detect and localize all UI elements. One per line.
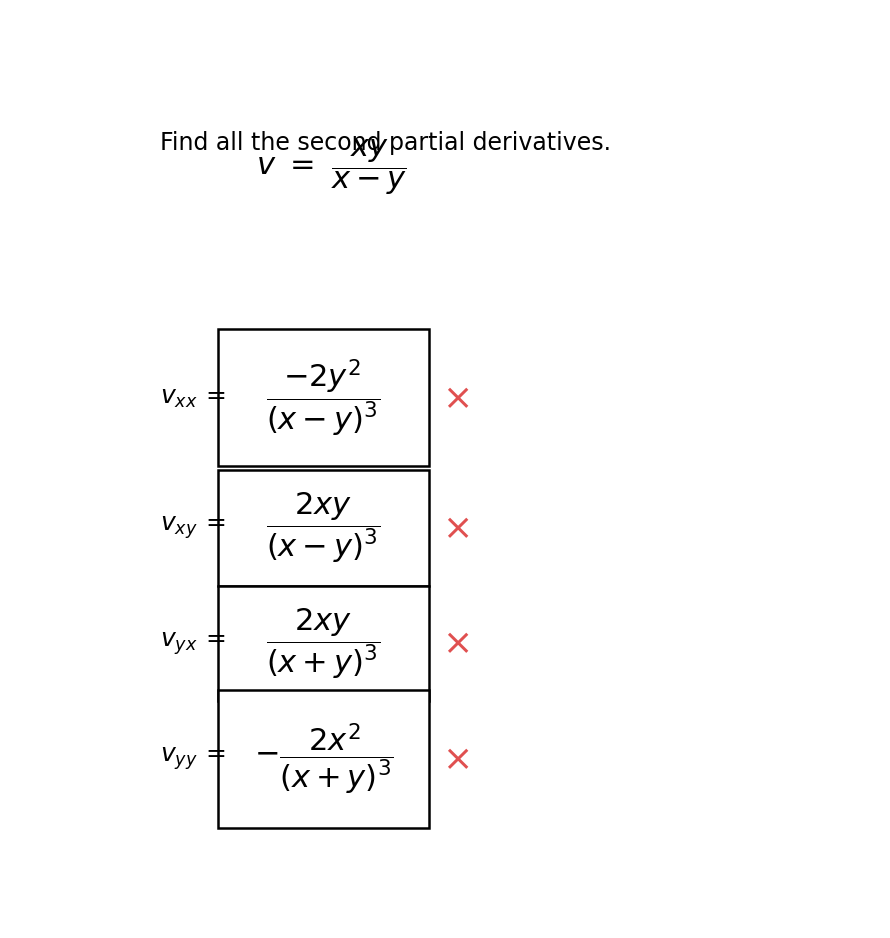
Text: $\dfrac{2xy}{(x+y)^3}$: $\dfrac{2xy}{(x+y)^3}$ xyxy=(266,606,380,681)
Text: Find all the second partial derivatives.: Find all the second partial derivatives. xyxy=(159,130,611,155)
Bar xyxy=(218,585,429,702)
Text: $\times$: $\times$ xyxy=(442,511,470,545)
Text: $v\ =\ \dfrac{xy}{x-y}$: $v\ =\ \dfrac{xy}{x-y}$ xyxy=(256,137,408,196)
Text: $v_{yy}\,=$: $v_{yy}\,=$ xyxy=(159,746,225,772)
Text: $v_{xy}\,=$: $v_{xy}\,=$ xyxy=(159,515,225,541)
Text: $v_{xx}\,=$: $v_{xx}\,=$ xyxy=(159,386,225,410)
Text: $v_{yx}\,=$: $v_{yx}\,=$ xyxy=(159,630,225,657)
Text: $\times$: $\times$ xyxy=(442,742,470,776)
Text: $-\dfrac{2x^2}{(x+y)^3}$: $-\dfrac{2x^2}{(x+y)^3}$ xyxy=(254,721,393,796)
Text: $\times$: $\times$ xyxy=(442,627,470,660)
Bar xyxy=(218,690,429,827)
Bar xyxy=(218,329,429,466)
Text: $\dfrac{2xy}{(x-y)^3}$: $\dfrac{2xy}{(x-y)^3}$ xyxy=(266,491,380,566)
Text: $\times$: $\times$ xyxy=(442,381,470,415)
Bar xyxy=(218,470,429,585)
Text: $\dfrac{-2y^2}{(x-y)^3}$: $\dfrac{-2y^2}{(x-y)^3}$ xyxy=(266,357,380,439)
